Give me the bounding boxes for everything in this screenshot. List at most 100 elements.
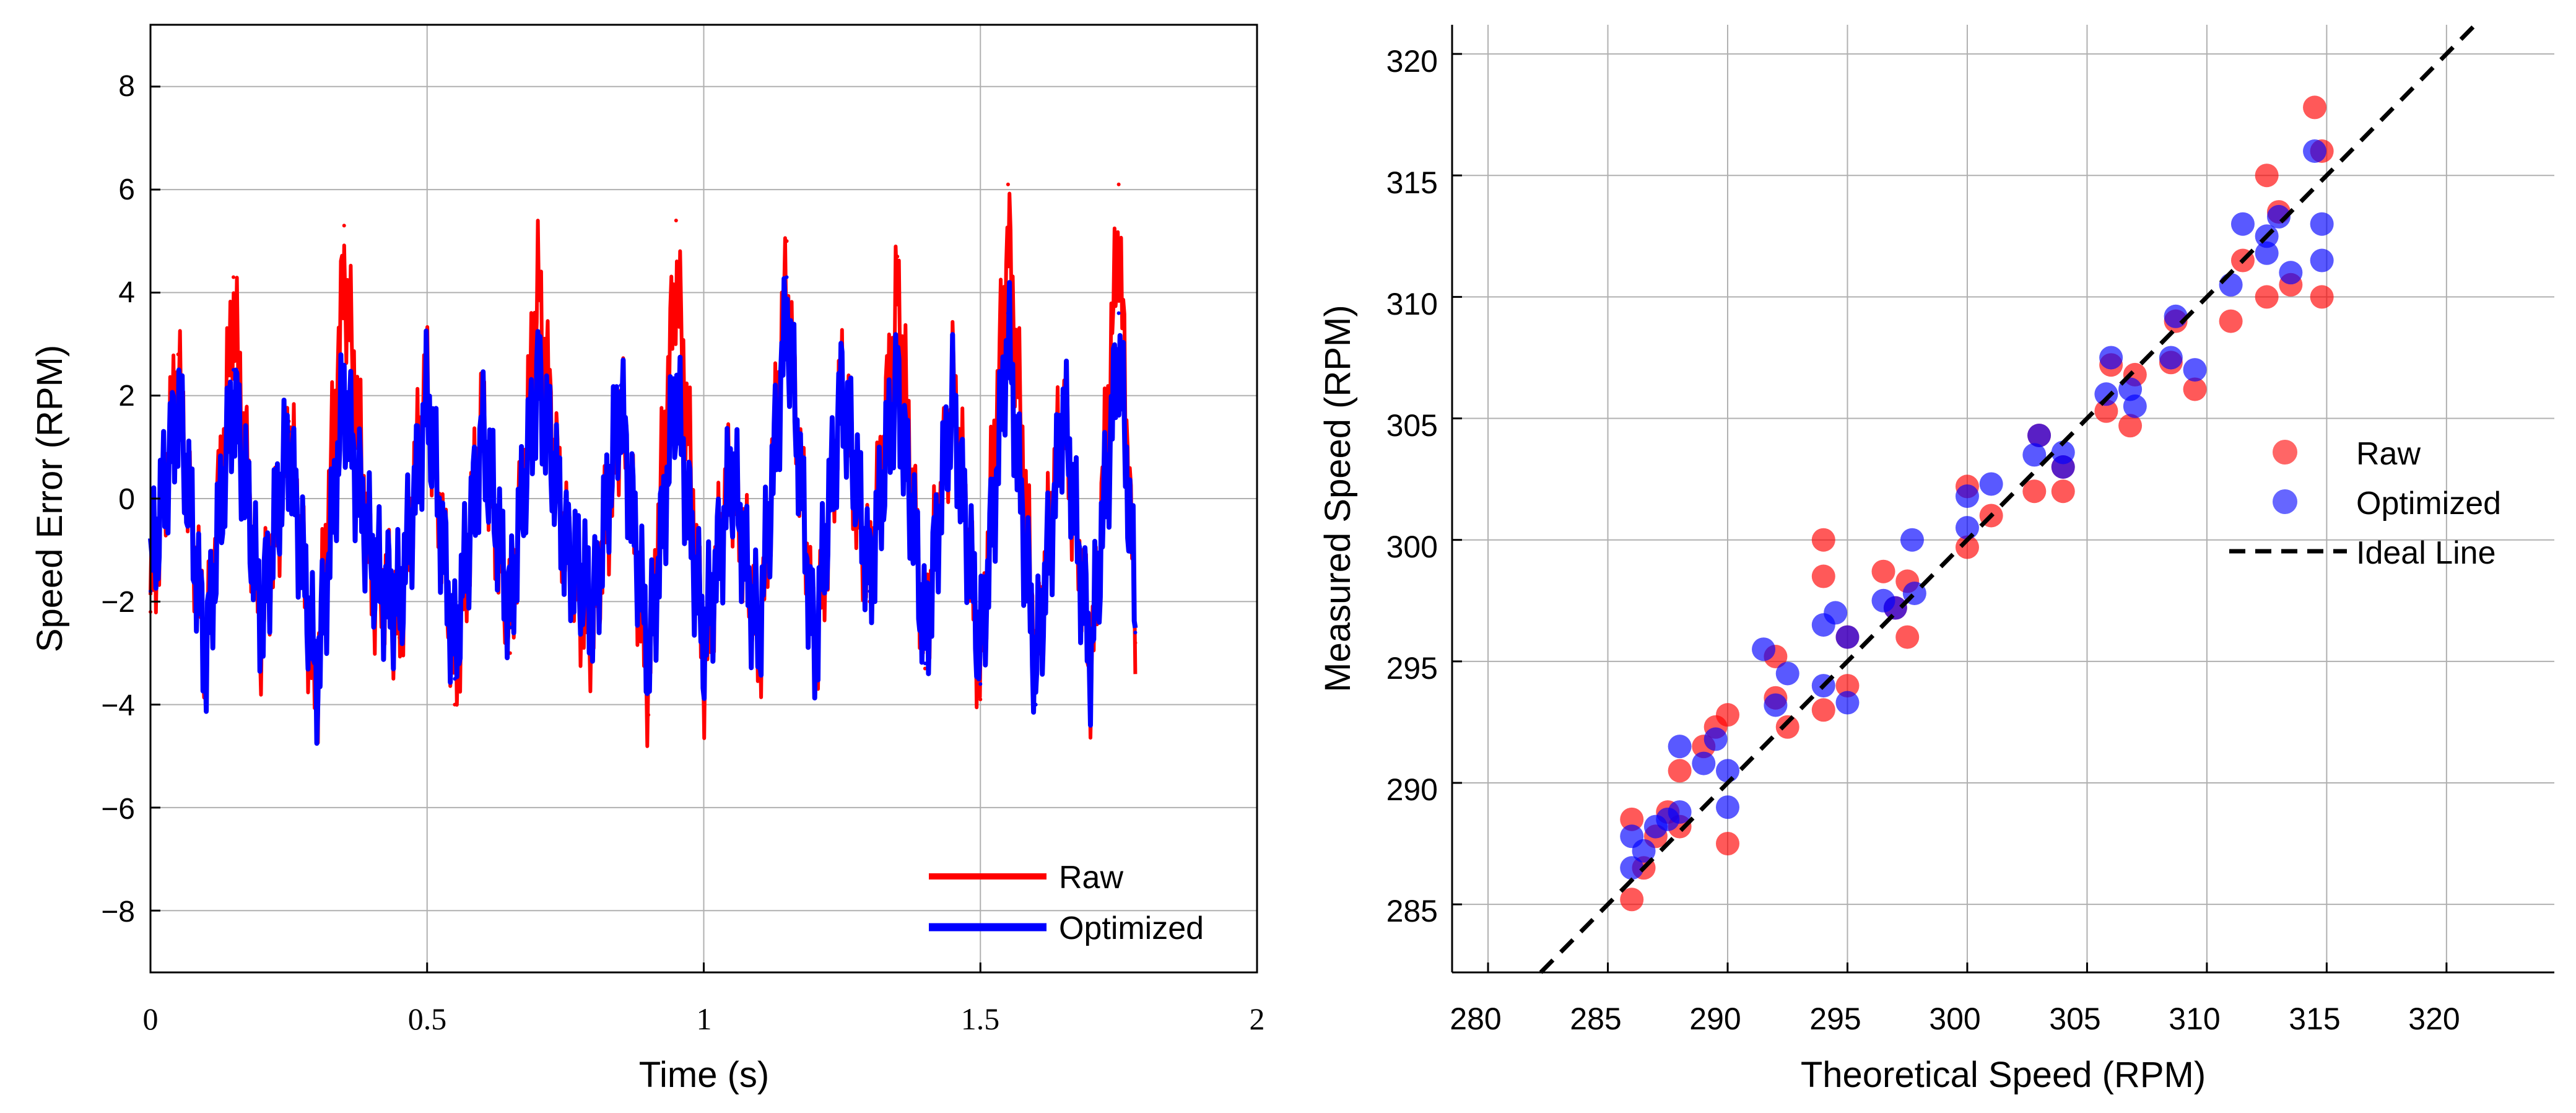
raw-series-point bbox=[176, 352, 180, 356]
raw-series-point bbox=[757, 677, 761, 681]
optimized-series-point bbox=[1034, 703, 1038, 707]
optimized-series-point bbox=[481, 419, 484, 423]
left-y-tick-label: −8 bbox=[101, 896, 135, 928]
raw-scatter-point bbox=[1895, 626, 1919, 649]
optimized-scatter-point bbox=[1716, 795, 1739, 819]
optimized-series-point bbox=[812, 677, 816, 681]
left-x-tick-label: 1.5 bbox=[961, 1002, 1000, 1036]
optimized-scatter-point bbox=[2159, 346, 2183, 369]
right-y-tick-label: 310 bbox=[1386, 287, 1438, 321]
raw-scatter-point bbox=[2310, 285, 2334, 308]
raw-series-point bbox=[895, 255, 899, 258]
optimized-series-point bbox=[425, 378, 429, 382]
raw-scatter-point bbox=[1716, 832, 1739, 855]
optimized-scatter-point bbox=[1980, 472, 2003, 495]
optimized-scatter-point bbox=[2219, 273, 2243, 297]
right-y-tick-label: 315 bbox=[1386, 165, 1438, 200]
right-y-axis-label: Measured Speed (RPM) bbox=[1318, 305, 1358, 692]
optimized-series-point bbox=[232, 368, 235, 372]
right-x-tick-label: 300 bbox=[1929, 1002, 1980, 1036]
right-x-tick-label: 295 bbox=[1809, 1002, 1861, 1036]
left-x-axis-label: Time (s) bbox=[639, 1055, 769, 1095]
optimized-scatter-point bbox=[2255, 242, 2279, 265]
optimized-scatter-point bbox=[1704, 727, 1728, 751]
optimized-series-point bbox=[674, 373, 678, 377]
optimized-series-point bbox=[1061, 394, 1065, 398]
optimized-series-point bbox=[785, 275, 789, 279]
optimized-series-point bbox=[619, 383, 622, 387]
left-y-tick-label: 0 bbox=[118, 483, 135, 516]
optimized-series-point bbox=[453, 677, 456, 681]
optimized-scatter-point bbox=[2099, 346, 2123, 369]
optimized-scatter-point bbox=[1824, 601, 1847, 624]
raw-scatter-point bbox=[1872, 560, 1895, 583]
legend-optimized-label: Optimized bbox=[1059, 910, 1204, 946]
optimized-scatter-point bbox=[2310, 212, 2334, 236]
optimized-scatter-point bbox=[2303, 139, 2326, 163]
optimized-scatter-point bbox=[2123, 395, 2147, 418]
optimized-scatter-point bbox=[2183, 358, 2207, 382]
optimized-scatter-point bbox=[1776, 661, 1799, 685]
raw-series-point bbox=[342, 224, 346, 227]
left-x-tick-label: 1 bbox=[697, 1002, 712, 1036]
optimized-series-point bbox=[895, 357, 899, 361]
optimized-series-point bbox=[951, 383, 955, 387]
optimized-series-point bbox=[729, 466, 733, 469]
raw-scatter-point bbox=[2219, 310, 2243, 333]
right-x-axis-label: Theoretical Speed (RPM) bbox=[1801, 1055, 2206, 1095]
raw-scatter-point bbox=[1812, 528, 1835, 552]
right-y-tick-label: 290 bbox=[1386, 772, 1438, 807]
raw-series-point bbox=[1117, 183, 1121, 186]
optimized-series-point bbox=[923, 661, 927, 665]
raw-scatter-point bbox=[2255, 285, 2279, 308]
optimized-scatter-point bbox=[2231, 212, 2255, 236]
legend-raw-label: Raw bbox=[1059, 860, 1123, 896]
left-x-tick-label: 0.5 bbox=[408, 1002, 447, 1036]
optimized-series-point bbox=[564, 548, 567, 552]
right-x-tick-label: 285 bbox=[1570, 1002, 1621, 1036]
raw-series-point bbox=[453, 703, 456, 707]
optimized-scatter-point bbox=[1716, 759, 1739, 782]
legend-ideal-line-label: Ideal Line bbox=[2356, 535, 2496, 571]
optimized-scatter-point bbox=[2164, 305, 2188, 328]
left-y-tick-label: −4 bbox=[101, 689, 135, 722]
optimized-series-point bbox=[259, 636, 263, 640]
optimized-scatter-point bbox=[1956, 516, 1979, 539]
raw-series-point bbox=[646, 713, 650, 717]
optimized-series-point bbox=[1089, 687, 1093, 691]
optimized-scatter-point bbox=[1692, 752, 1715, 775]
legend-raw-label: Raw bbox=[2356, 436, 2421, 472]
optimized-scatter-point bbox=[1884, 596, 1907, 620]
optimized-series-point bbox=[176, 383, 180, 387]
right-y-tick-label: 300 bbox=[1386, 530, 1438, 564]
left-y-tick-label: 6 bbox=[118, 173, 135, 206]
optimized-scatter-point bbox=[2279, 261, 2302, 284]
left-y-tick-label: −2 bbox=[101, 586, 135, 619]
optimized-series-point bbox=[370, 574, 373, 578]
left-y-tick-label: −6 bbox=[101, 793, 135, 826]
raw-scatter-point bbox=[2052, 479, 2075, 503]
right-chart: 285 290 295 300 305 310 315 320 280 285 … bbox=[1318, 25, 2554, 1095]
right-x-tick-label: 290 bbox=[1689, 1002, 1741, 1036]
optimized-series-point bbox=[536, 352, 539, 356]
optimized-series-point bbox=[702, 672, 706, 676]
optimized-series-point bbox=[868, 590, 872, 593]
optimized-scatter-point bbox=[1752, 637, 1775, 661]
right-x-tick-label: 280 bbox=[1450, 1002, 1501, 1036]
raw-series-point bbox=[536, 250, 539, 253]
legend-optimized-label: Optimized bbox=[2356, 486, 2501, 522]
optimized-scatter-point bbox=[1668, 735, 1692, 758]
optimized-series-point bbox=[1006, 312, 1010, 315]
optimized-scatter-point bbox=[1835, 626, 1859, 649]
raw-scatter-point bbox=[1812, 565, 1835, 588]
left-y-tick-label: 8 bbox=[118, 70, 135, 103]
optimized-series-point bbox=[1117, 312, 1121, 315]
optimized-scatter-point bbox=[1764, 693, 1787, 717]
left-y-tick-label: 4 bbox=[118, 276, 135, 309]
right-x-tick-label: 320 bbox=[2408, 1002, 2460, 1036]
optimized-series-point bbox=[646, 687, 650, 691]
raw-series-point bbox=[785, 239, 789, 243]
optimized-series-point bbox=[757, 661, 761, 665]
left-x-tick-label: 0 bbox=[143, 1002, 159, 1036]
raw-series-point bbox=[674, 219, 678, 222]
